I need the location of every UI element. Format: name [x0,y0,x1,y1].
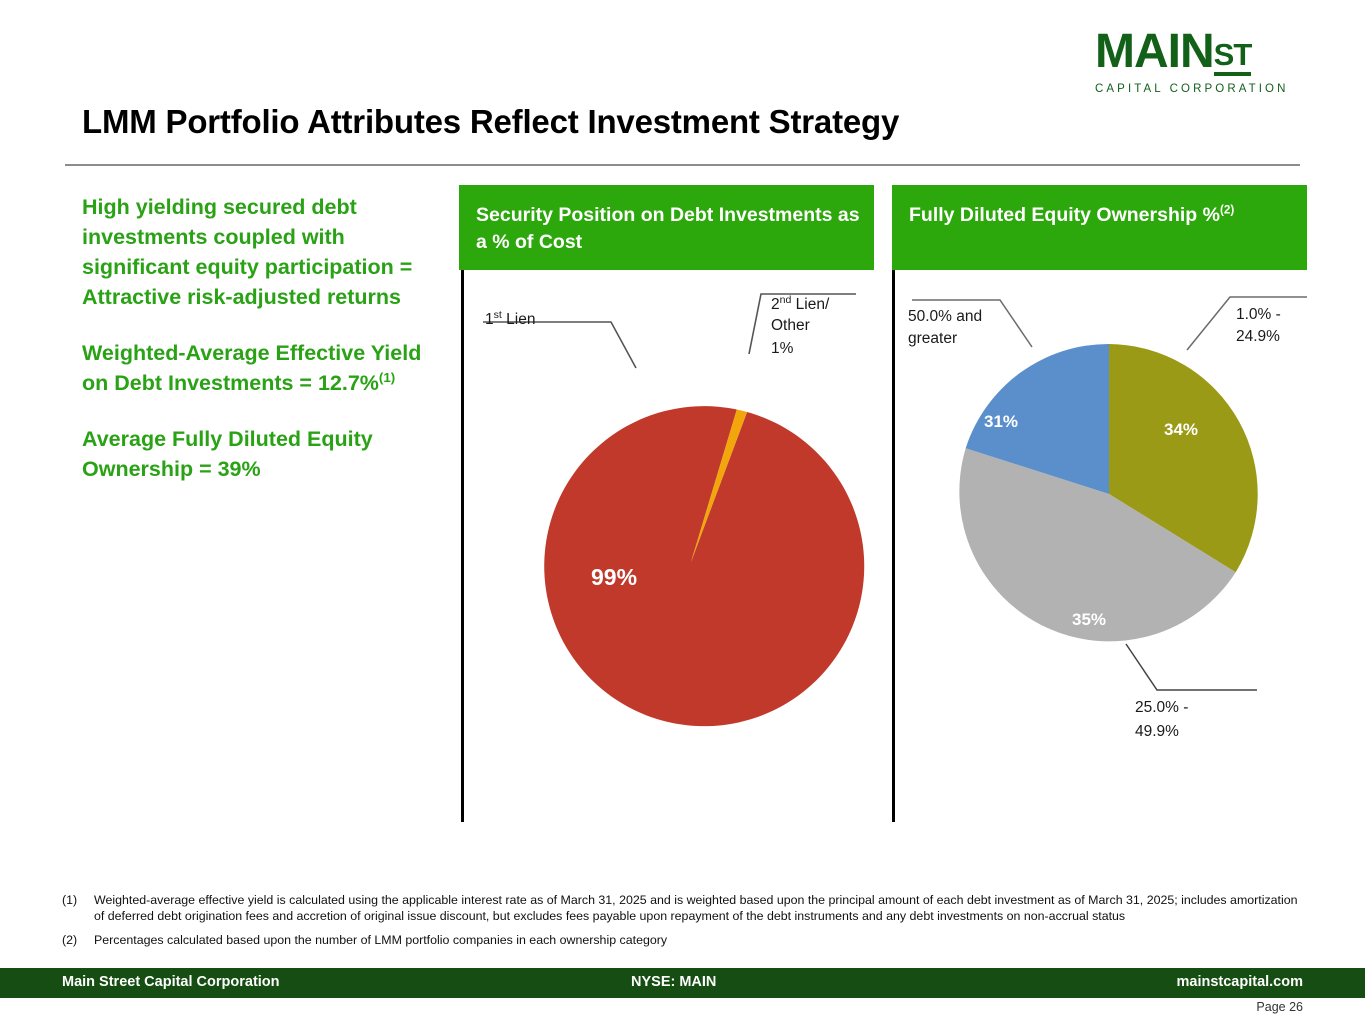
chart-1-title: Security Position on Debt Investments as… [476,204,860,253]
callout-second-lien: 2nd Lien/ Other 1% [771,294,829,359]
callout-50-line1: 50.0% and [908,308,983,325]
chart-2-svg [912,296,1307,691]
callout-second-lien-word: Lien/ [791,296,830,313]
callout-second-lien-line2: Other [771,317,810,334]
pie-label-35: 35% [1072,610,1107,629]
footnote-2-number: (2) [62,933,78,947]
leader-line-second-lien [748,293,856,355]
callout-first-lien-word: Lien [501,311,536,328]
page-title: LMM Portfolio Attributes Reflect Investm… [82,103,900,140]
callout-25-49-line1: 25.0% - [1135,699,1189,716]
callout-50-line2: greater [908,330,958,347]
callout-1-24-line2: 24.9% [1236,328,1280,345]
footnote-1-text: Weighted-average effective yield is calc… [94,893,1298,923]
pie-slice-second-lien [691,409,748,562]
callout-second-lien-value: 1% [771,340,794,357]
pie-label-34: 34% [1164,420,1199,439]
highlight-3: Average Fully Diluted Equity Ownership =… [82,424,427,484]
pie-chart-2 [959,343,1258,642]
leader-line-first-lien [483,321,637,369]
chart-2-header: Fully Diluted Equity Ownership %(2) [892,185,1307,270]
pie-slice-1-to-24 [1109,344,1258,573]
highlight-2: Weighted-Average Effective Yield on Debt… [82,338,427,398]
logo-main-text: MAIN [1095,25,1215,78]
callout-25-49-line2: 49.9% [1135,723,1179,740]
logo-wordmark: MAINST [1095,28,1285,76]
chart-1-left-border [461,270,464,822]
callout-first-lien: 1st Lien [485,310,535,330]
chart-security-position: 1st Lien 2nd Lien/ Other 1% 99% [461,272,876,822]
footer-ticker: NYSE: MAIN [631,974,717,990]
highlight-1: High yielding secured debt investments c… [82,192,427,312]
callout-25-to-49: 25.0% - 49.9% [1135,696,1188,744]
footer-website[interactable]: mainstcapital.com [1176,974,1303,990]
footer-company-name: Main Street Capital Corporation [62,974,280,990]
title-divider [65,164,1300,166]
footnote-2-text: Percentages calculated based upon the nu… [94,933,668,947]
pie-label-31: 31% [984,412,1019,431]
leader-line-1-24 [1186,296,1307,351]
callout-1-to-24: 1.0% - 24.9% [1236,304,1281,348]
logo-st-text: ST [1213,39,1252,76]
callout-1-24-line1: 1.0% - [1236,306,1281,323]
pie-slice-50-and-greater [965,343,1109,494]
callout-50-and-greater: 50.0% and greater [908,306,982,350]
company-logo: MAINST CAPITAL CORPORATION [1095,28,1285,96]
callout-second-lien-line1: 2nd Lien/ [771,294,829,315]
footnotes: (1) Weighted-average effective yield is … [62,893,1307,958]
leader-line-25-49 [1125,643,1257,691]
logo-subtitle: CAPITAL CORPORATION [1095,83,1289,95]
chart-equity-ownership: 50.0% and greater 1.0% - 24.9% 25.0% - 4… [892,272,1307,822]
chart-1-header: Security Position on Debt Investments as… [459,185,874,270]
callout-second-lien-number: 2 [771,296,780,313]
chart-1-svg [483,293,865,727]
footnote-2: (2) Percentages calculated based upon th… [62,933,1307,949]
highlight-3-text: Average Fully Diluted Equity Ownership =… [82,427,373,481]
chart-2-title: Fully Diluted Equity Ownership % [909,204,1220,226]
highlight-2-superscript: (1) [378,369,396,385]
highlight-2-text: Weighted-Average Effective Yield on Debt… [82,341,422,395]
footnote-1-number: (1) [62,893,78,907]
chart-2-left-border [892,270,895,822]
key-highlights: High yielding secured debt investments c… [82,192,427,484]
callout-first-lien-number: 1 [485,311,494,328]
highlight-1-text: High yielding secured debt investments c… [82,195,413,309]
pie-slice-first-lien [544,406,865,727]
leader-line-50-greater [912,299,1033,348]
page-footer: Main Street Capital Corporation NYSE: MA… [0,968,1365,998]
pie-label-99: 99% [591,564,638,590]
footnote-1: (1) Weighted-average effective yield is … [62,893,1307,924]
pie-slice-25-to-49 [959,448,1236,642]
page-number: Page 26 [1256,1000,1303,1014]
pie-chart-1 [544,406,865,727]
callout-second-lien-ordinal: nd [779,293,792,306]
chart-2-title-superscript: (2) [1219,203,1235,217]
callout-first-lien-ordinal: st [493,308,502,321]
